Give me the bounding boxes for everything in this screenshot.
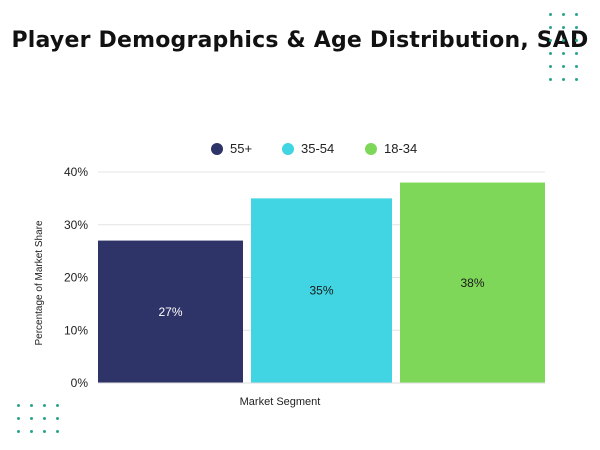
decor-dot [575, 26, 578, 29]
decor-dot [575, 78, 578, 81]
legend-swatch [211, 143, 223, 155]
bar-35-54 [251, 198, 392, 383]
bar-data-label: 38% [460, 276, 484, 290]
legend-label: 55+ [230, 141, 252, 156]
x-axis-label: Market Segment [240, 396, 321, 408]
decor-dot [549, 26, 552, 29]
decor-dot [56, 404, 59, 407]
decor-dot [43, 404, 46, 407]
y-tick-label: 0% [71, 376, 89, 390]
bars [98, 182, 545, 383]
decor-dot [562, 13, 565, 16]
bar-data-label: 27% [158, 305, 182, 319]
bar-labels: 27% 35% 38% [158, 276, 484, 319]
decor-dot [562, 26, 565, 29]
chart-title: Player Demographics & Age Distribution, … [11, 28, 589, 53]
decor-dot [549, 65, 552, 68]
y-tick-label: 40% [64, 165, 88, 179]
decor-dot [575, 13, 578, 16]
decor-dot [17, 430, 20, 433]
decor-dot [562, 39, 565, 42]
decor-dot [43, 430, 46, 433]
decor-dot [562, 78, 565, 81]
y-tick-label: 10% [64, 323, 88, 337]
decor-dot [549, 78, 552, 81]
decor-dot [56, 430, 59, 433]
decor-dot [30, 417, 33, 420]
decor-dot [549, 39, 552, 42]
y-axis-ticks: 0% 10% 20% 30% 40% [64, 165, 88, 390]
legend-swatch [365, 143, 377, 155]
decor-dot [56, 417, 59, 420]
decor-dot [30, 404, 33, 407]
decor-dot [549, 52, 552, 55]
decor-dot [30, 430, 33, 433]
legend: 55+ 35-54 18-34 [211, 141, 417, 156]
decor-dot [562, 52, 565, 55]
y-tick-label: 30% [64, 218, 88, 232]
decor-dot [43, 417, 46, 420]
y-axis-label: Percentage of Market Share [34, 220, 45, 346]
legend-swatch [282, 143, 294, 155]
legend-label: 18-34 [384, 141, 417, 156]
decor-dot [575, 65, 578, 68]
decor-dot [549, 13, 552, 16]
decor-dot [575, 39, 578, 42]
bar-18-34 [400, 182, 545, 383]
decor-dot [575, 52, 578, 55]
y-tick-label: 20% [64, 271, 88, 285]
decor-dot [562, 65, 565, 68]
decor-dot [17, 417, 20, 420]
bar-data-label: 35% [309, 284, 333, 298]
legend-label: 35-54 [301, 141, 334, 156]
bar-55- [98, 240, 243, 383]
decor-dot [17, 404, 20, 407]
